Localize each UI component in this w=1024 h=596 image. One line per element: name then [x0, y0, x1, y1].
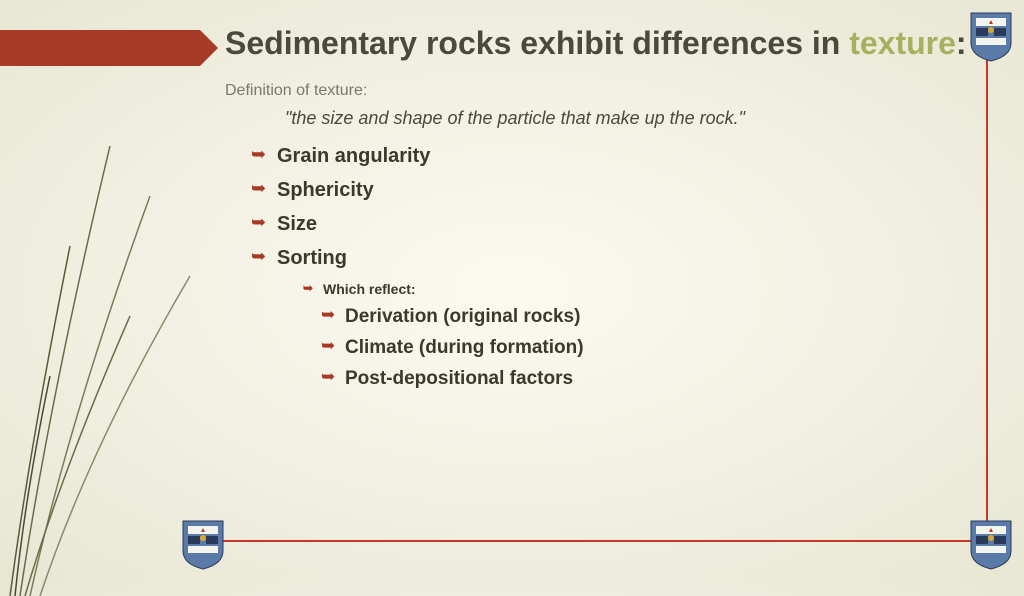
sub-bullet-item: Post-depositional factors: [325, 363, 974, 394]
sub-bullet-item: Climate (during formation): [325, 332, 974, 363]
bullet-item: Grain angularity: [255, 139, 974, 173]
sub-bullet-list: Derivation (original rocks) Climate (dur…: [325, 301, 974, 395]
crest-logo-icon: [966, 8, 1016, 62]
bullet-item: Sphericity: [255, 173, 974, 207]
bullet-item: Size: [255, 207, 974, 241]
title-accent: texture: [849, 25, 956, 61]
title-part1: Sedimentary rocks exhibit differences in: [225, 25, 849, 61]
definition-text: "the size and shape of the particle that…: [285, 108, 974, 129]
frame-line-vertical: [986, 52, 988, 542]
bullet-item: Sorting: [255, 241, 974, 275]
crest-logo-icon: [178, 516, 228, 570]
slide-title: Sedimentary rocks exhibit differences in…: [225, 25, 974, 62]
frame-line-horizontal: [218, 540, 988, 542]
sub-label: Which reflect:: [305, 281, 974, 297]
main-bullet-list: Grain angularity Sphericity Size Sorting: [255, 139, 974, 275]
definition-label: Definition of texture:: [225, 82, 974, 100]
crest-logo-icon: [966, 516, 1016, 570]
slide-content: Sedimentary rocks exhibit differences in…: [225, 25, 974, 395]
sub-bullet-item: Derivation (original rocks): [325, 301, 974, 332]
accent-ribbon: [0, 30, 200, 66]
title-part2: :: [956, 25, 967, 61]
